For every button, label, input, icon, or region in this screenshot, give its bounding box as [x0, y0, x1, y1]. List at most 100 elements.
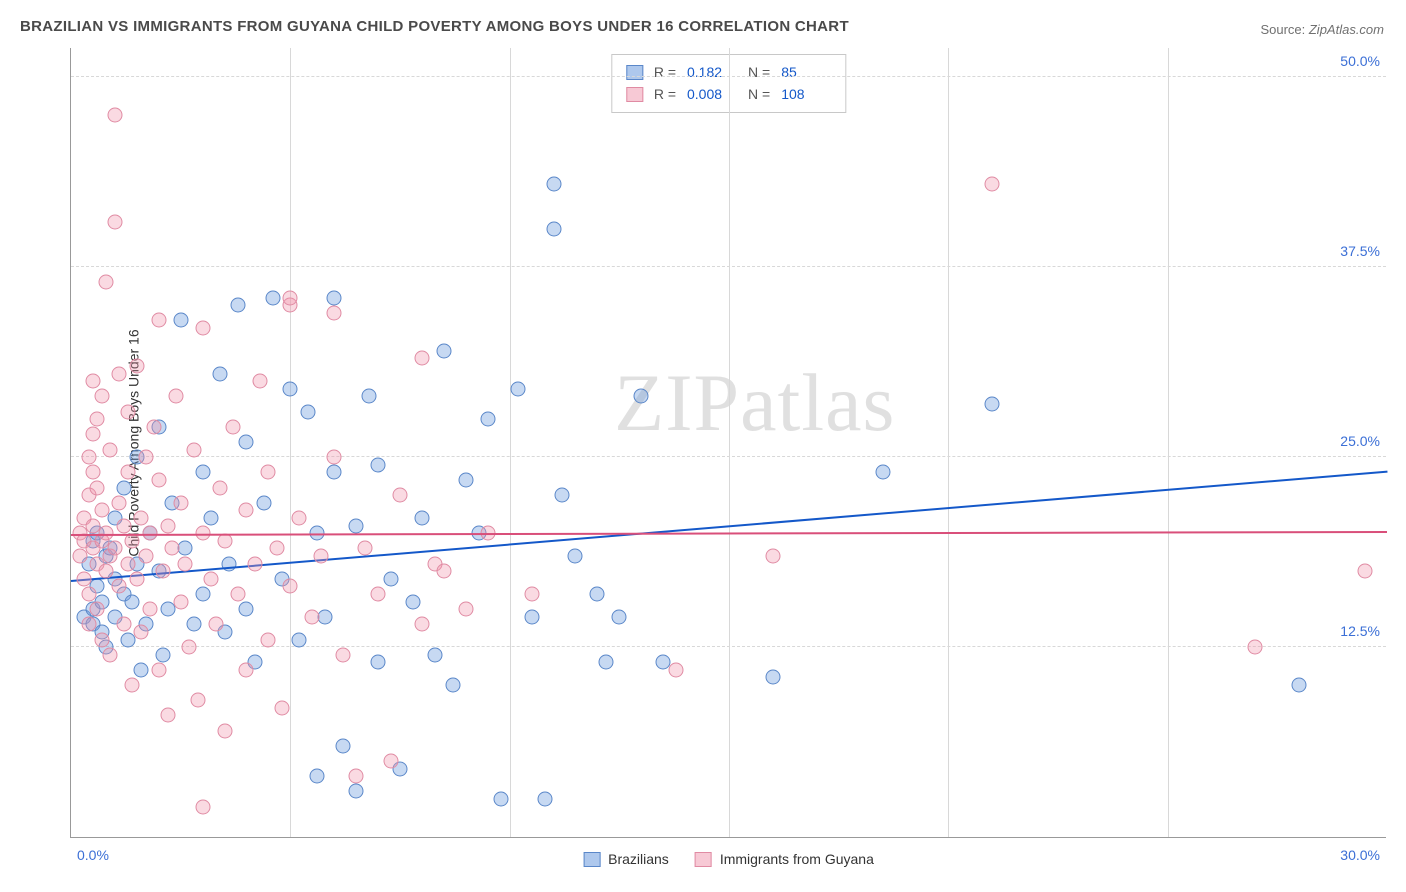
data-point-pink	[134, 624, 149, 639]
data-point-pink	[107, 108, 122, 123]
series-legend: BraziliansImmigrants from Guyana	[583, 851, 874, 867]
data-point-pink	[99, 275, 114, 290]
data-point-pink	[94, 632, 109, 647]
data-point-blue	[511, 381, 526, 396]
data-point-blue	[156, 647, 171, 662]
data-point-pink	[169, 389, 184, 404]
y-tick-label: 12.5%	[1340, 623, 1380, 639]
data-point-blue	[125, 594, 140, 609]
data-point-pink	[765, 548, 780, 563]
data-point-pink	[164, 541, 179, 556]
x-tick-label: 0.0%	[77, 847, 109, 863]
data-point-pink	[217, 723, 232, 738]
y-tick-label: 37.5%	[1340, 243, 1380, 259]
chart-title: BRAZILIAN VS IMMIGRANTS FROM GUYANA CHIL…	[20, 18, 849, 35]
data-point-blue	[371, 655, 386, 670]
data-point-pink	[81, 450, 96, 465]
data-point-pink	[173, 594, 188, 609]
data-point-pink	[283, 579, 298, 594]
watermark: ZIPatlas	[614, 356, 895, 450]
data-point-blue	[599, 655, 614, 670]
data-point-pink	[121, 465, 136, 480]
data-point-pink	[85, 427, 100, 442]
chart-container: Child Poverty Among Boys Under 16 ZIPatl…	[50, 48, 1386, 838]
data-point-pink	[112, 495, 127, 510]
data-point-blue	[875, 465, 890, 480]
data-point-blue	[116, 480, 131, 495]
x-tick-label: 30.0%	[1340, 847, 1380, 863]
data-point-blue	[292, 632, 307, 647]
data-point-pink	[204, 571, 219, 586]
legend-label: Immigrants from Guyana	[720, 851, 874, 867]
data-point-blue	[436, 343, 451, 358]
data-point-blue	[186, 617, 201, 632]
legend-swatch	[626, 65, 643, 80]
data-point-pink	[129, 359, 144, 374]
data-point-pink	[77, 571, 92, 586]
y-tick-label: 25.0%	[1340, 433, 1380, 449]
data-point-pink	[112, 579, 127, 594]
data-point-pink	[1248, 640, 1263, 655]
data-point-blue	[384, 571, 399, 586]
data-point-blue	[634, 389, 649, 404]
data-point-blue	[480, 412, 495, 427]
data-point-blue	[590, 586, 605, 601]
gridline-vertical	[729, 48, 730, 837]
data-point-pink	[125, 678, 140, 693]
data-point-blue	[195, 465, 210, 480]
data-point-pink	[357, 541, 372, 556]
source-link[interactable]: ZipAtlas.com	[1309, 22, 1384, 37]
data-point-pink	[191, 693, 206, 708]
legend-swatch	[583, 852, 600, 867]
source-attribution: Source: ZipAtlas.com	[1260, 22, 1384, 37]
data-point-pink	[226, 419, 241, 434]
data-point-pink	[292, 510, 307, 525]
data-point-blue	[524, 609, 539, 624]
data-point-pink	[248, 556, 263, 571]
data-point-blue	[414, 510, 429, 525]
data-point-pink	[208, 617, 223, 632]
data-point-pink	[393, 488, 408, 503]
data-point-pink	[90, 412, 105, 427]
data-point-blue	[300, 404, 315, 419]
data-point-pink	[384, 754, 399, 769]
data-point-blue	[239, 435, 254, 450]
data-point-blue	[173, 313, 188, 328]
data-point-blue	[283, 381, 298, 396]
data-point-pink	[314, 548, 329, 563]
data-point-blue	[134, 662, 149, 677]
source-prefix: Source:	[1260, 22, 1308, 37]
data-point-blue	[406, 594, 421, 609]
data-point-blue	[445, 678, 460, 693]
data-point-pink	[195, 321, 210, 336]
data-point-blue	[546, 222, 561, 237]
data-point-blue	[178, 541, 193, 556]
data-point-pink	[669, 662, 684, 677]
data-point-pink	[239, 662, 254, 677]
r-label: R =	[654, 83, 676, 105]
data-point-blue	[239, 602, 254, 617]
data-point-pink	[436, 564, 451, 579]
data-point-pink	[116, 518, 131, 533]
r-label: R =	[654, 61, 676, 83]
data-point-pink	[270, 541, 285, 556]
data-point-pink	[81, 586, 96, 601]
data-point-pink	[129, 571, 144, 586]
data-point-pink	[85, 374, 100, 389]
data-point-pink	[985, 176, 1000, 191]
data-point-pink	[112, 366, 127, 381]
gridline-vertical	[1168, 48, 1169, 837]
data-point-pink	[213, 480, 228, 495]
data-point-blue	[493, 792, 508, 807]
data-point-pink	[107, 214, 122, 229]
data-point-pink	[178, 556, 193, 571]
data-point-blue	[335, 738, 350, 753]
data-point-pink	[81, 617, 96, 632]
gridline-vertical	[510, 48, 511, 837]
data-point-blue	[985, 397, 1000, 412]
data-point-blue	[765, 670, 780, 685]
data-point-blue	[612, 609, 627, 624]
data-point-pink	[151, 313, 166, 328]
data-point-blue	[568, 548, 583, 563]
data-point-pink	[230, 586, 245, 601]
